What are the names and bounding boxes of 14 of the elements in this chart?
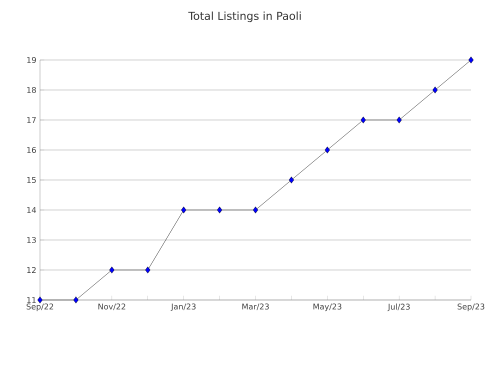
point [288,176,294,184]
point [181,206,186,214]
point [396,116,402,124]
chart-title: Total Listings in Paoli [188,12,301,22]
point [217,206,222,214]
point [432,86,438,94]
point [109,266,114,274]
point [468,56,474,64]
point [37,296,43,304]
point [324,146,330,154]
point [252,206,258,214]
point [360,116,366,124]
point [73,296,79,304]
point [145,266,150,274]
